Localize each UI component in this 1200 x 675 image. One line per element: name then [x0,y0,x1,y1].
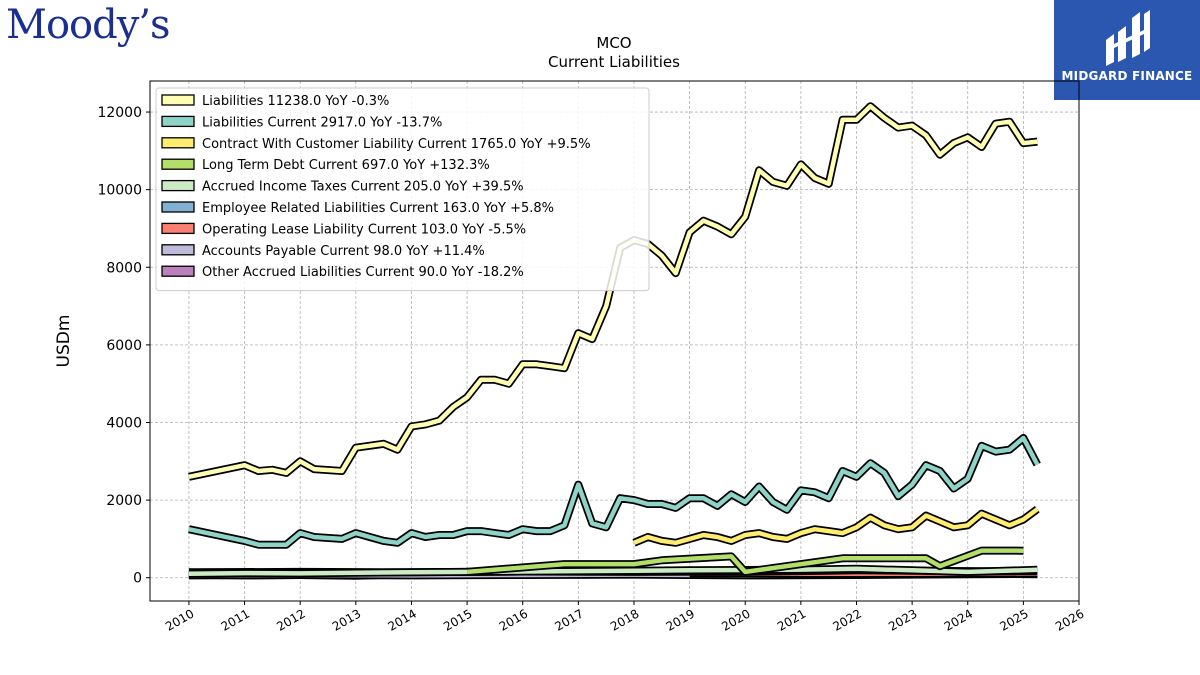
legend-swatch-employee-related-liabilities-current [161,201,195,213]
legend-swatch-accrued-income-taxes-current [161,179,195,192]
y-tick-label: 12000 [97,105,142,121]
chart-title: MCO [596,34,631,52]
x-tick-label: 2025 [997,606,1030,633]
series-layer [188,102,1041,580]
midgard-finance-logo: MIDGARD FINANCE [1054,0,1200,100]
moodys-logo: Moody’s [6,2,171,48]
x-tick-label: 2026 [1053,606,1086,633]
legend-entry-accrued-income-taxes-current: Accrued Income Taxes Current 205.0 YoY +… [202,180,524,195]
x-tick-label: 2024 [942,606,975,633]
x-tick-label: 2010 [163,606,196,633]
series-line-liabilities-current [188,435,1040,547]
legend: Liabilities 11238.0 YoY -0.3% Liabilities… [155,87,650,292]
legend-swatch-accounts-payable-current [161,244,195,256]
legend-entry-other-accrued-liabilities-current: Other Accrued Liabilities Current 90.0 Y… [202,265,524,280]
x-tick-label: 2023 [886,606,919,633]
legend-swatch-contract-with-customer-liability-current [161,137,195,149]
y-axis-label: USDm [54,315,74,368]
legend-box [155,87,650,292]
chart-subtitle: Current Liabilities [548,53,680,71]
midgard-emblem-icon [1106,10,1150,66]
legend-entry-liabilities-current: Liabilities Current 2917.0 YoY -13.7% [202,115,442,130]
x-tick-label: 2012 [274,606,307,633]
legend-swatch-other-accrued-liabilities-current [161,265,195,277]
plot-area-frame [149,80,1080,602]
x-tick-label: 2016 [497,606,530,633]
legend-entry-long-term-debt-current: Long Term Debt Current 697.0 YoY +132.3% [202,158,490,173]
legend-entry-employee-related-liabilities-current: Employee Related Liabilities Current 163… [202,201,554,216]
y-tick-label: 4000 [106,415,142,431]
x-tick-label: 2021 [775,606,808,633]
x-tick-label: 2014 [386,606,419,633]
series-line-long-term-debt-current [466,548,1024,575]
y-tick-label: 2000 [106,493,142,509]
x-tick-label: 2020 [719,606,752,633]
y-tick-label: 8000 [106,260,142,276]
legend-entry-operating-lease-liability-current: Operating Lease Liability Current 103.0 … [202,222,526,237]
y-tick-label: 0 [133,571,142,587]
y-tick-label: 10000 [97,183,142,199]
legend-swatch-liabilities-current [161,115,195,128]
x-tick-label: 2022 [831,606,864,633]
series-line-contract-with-customer-liability-current [633,507,1039,546]
legend-entry-accounts-payable-current: Accounts Payable Current 98.0 YoY +11.4% [202,244,485,259]
legend-swatch-operating-lease-liability-current [161,222,195,235]
legend-swatch-liabilities [161,94,195,106]
legend-entry-liabilities: Liabilities 11238.0 YoY -0.3% [202,94,389,109]
x-tick-label: 2015 [441,606,474,633]
legend-entry-contract-with-customer-liability-current: Contract With Customer Liability Current… [202,137,591,152]
x-tick-label: 2019 [664,606,697,633]
x-tick-label: 2011 [219,606,252,633]
x-tick-label: 2013 [330,606,363,633]
x-tick-label: 2017 [552,606,585,633]
midgard-finance-text: MIDGARD FINANCE [1061,69,1193,83]
series-line-accrued-income-taxes-current [188,566,1038,577]
legend-swatch-long-term-debt-current [161,158,195,170]
x-tick-label: 2018 [608,606,641,633]
y-tick-label: 6000 [106,338,142,354]
